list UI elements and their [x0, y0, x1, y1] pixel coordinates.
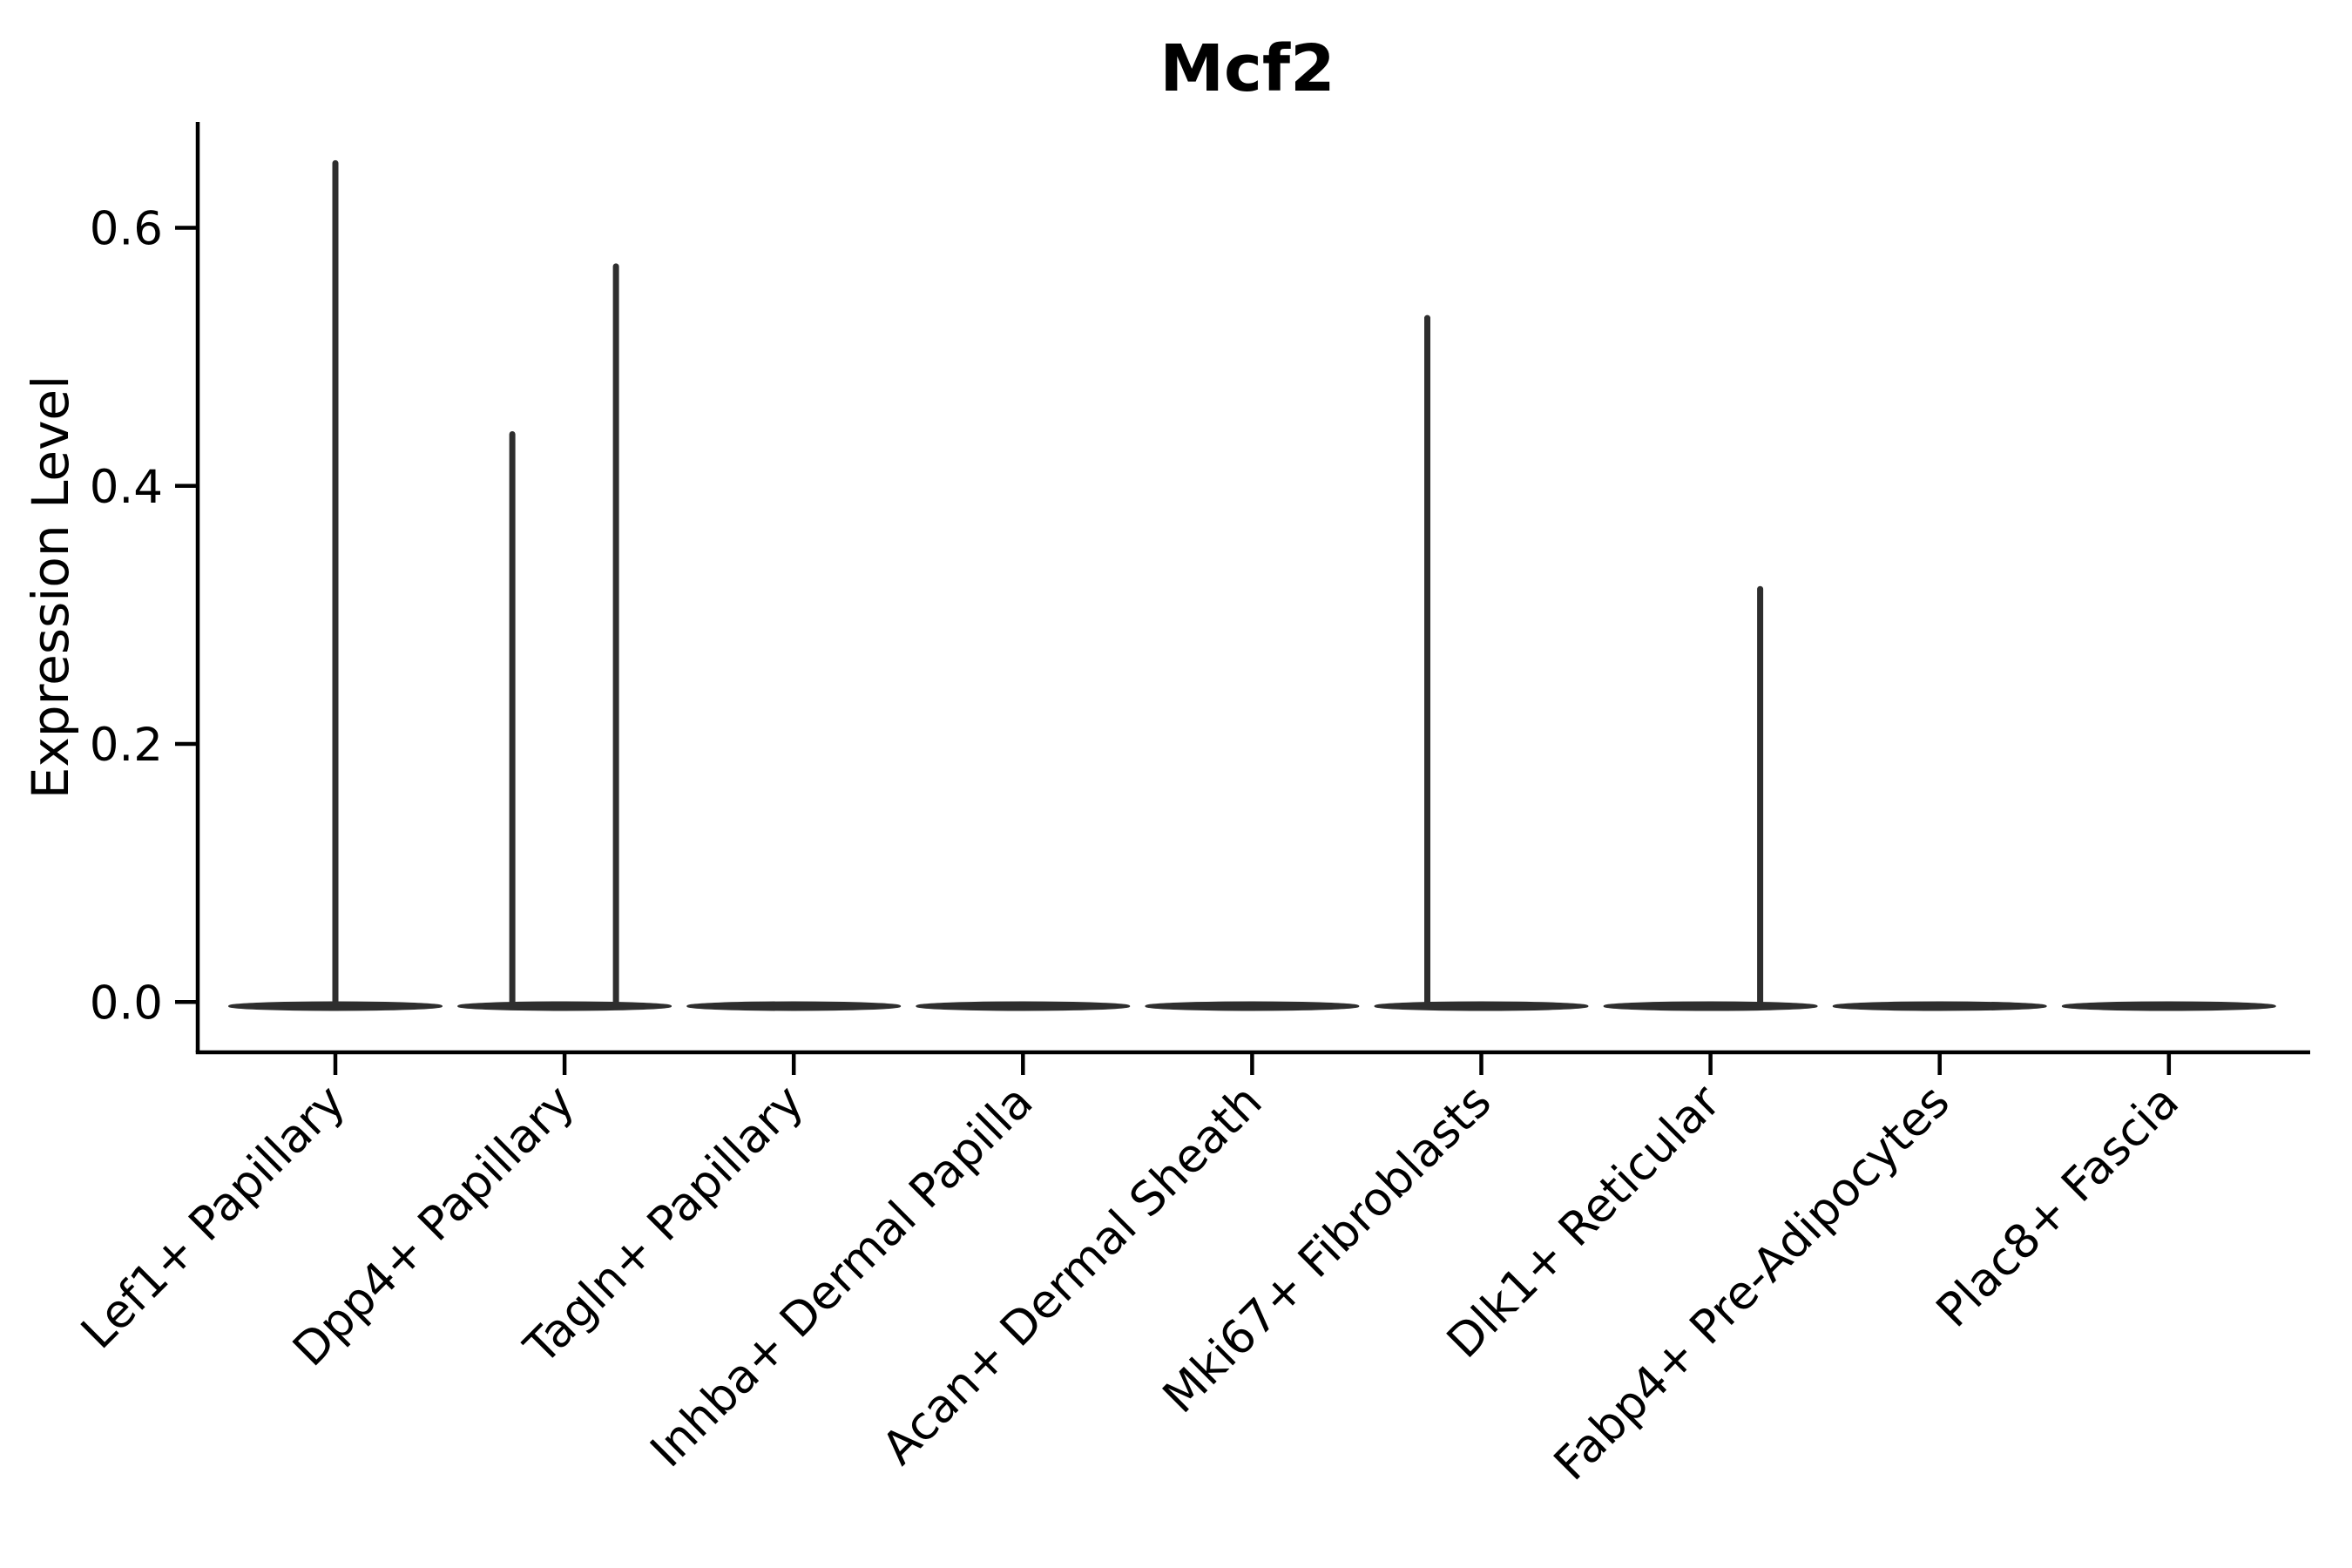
y-tick-label: 0.6	[90, 203, 163, 256]
violin-body	[1145, 1001, 1360, 1011]
y-tick-label: 0.2	[90, 719, 163, 772]
x-tick-label: Fabp4+ Pre-Adipocytes	[1544, 1075, 1960, 1490]
violin-body	[1374, 1001, 1589, 1011]
violin-body	[1603, 1001, 1818, 1011]
chart-title: Mcf2	[1159, 31, 1335, 106]
violin-body	[2061, 1001, 2276, 1011]
y-tick-label: 0.0	[90, 977, 163, 1030]
violin-body	[686, 1001, 902, 1011]
x-tick-label: Inhba+ Dermal Papilla	[640, 1075, 1043, 1477]
y-tick-label: 0.4	[90, 461, 163, 514]
y-axis-title: Expression Level	[21, 375, 80, 799]
x-tick-label: Acan+ Dermal Sheath	[872, 1075, 1272, 1475]
violin-body	[228, 1001, 443, 1011]
violin-body	[457, 1001, 672, 1011]
x-tick-label: Plac8+ Fascia	[1927, 1075, 2189, 1337]
violin-body	[916, 1001, 1131, 1011]
violin-body	[1832, 1001, 2047, 1011]
